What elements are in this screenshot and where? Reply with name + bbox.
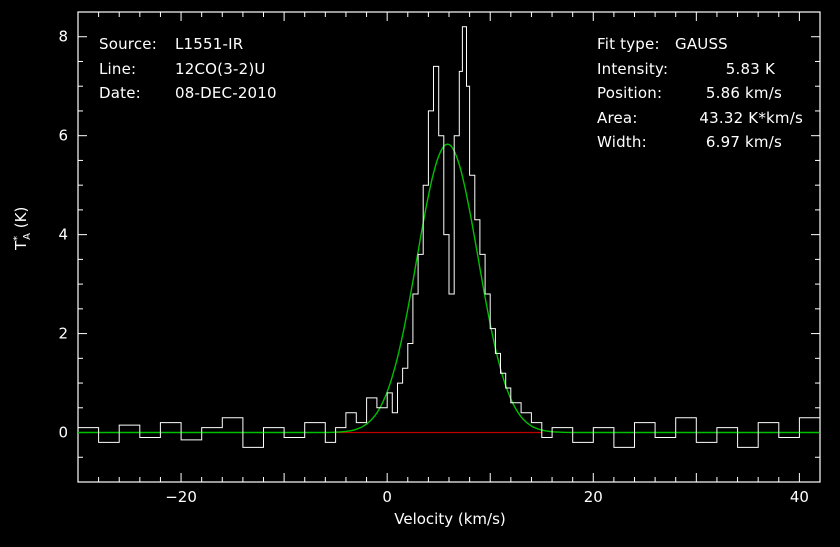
- x-axis-label: Velocity (km/s): [394, 510, 506, 528]
- intensity-label: Intensity:: [597, 59, 669, 78]
- fit-type-row: Fit type: GAUSS: [597, 32, 817, 57]
- source-value: L1551-IR: [175, 35, 244, 53]
- fit-type-label: Fit type:: [597, 35, 660, 53]
- line-value: 12CO(3-2)U: [175, 59, 266, 78]
- date-label: Date:: [99, 84, 141, 102]
- x-tick-label: 20: [584, 488, 603, 506]
- position-row: Position: 5.86 km/s: [597, 81, 817, 106]
- spectrum-line: [78, 26, 821, 448]
- y-tick-label: 4: [58, 226, 68, 244]
- x-tick-label: 0: [382, 488, 392, 506]
- width-row: Width: 6.97 km/s: [597, 130, 817, 155]
- fit-results: Fit type: GAUSS Intensity: 5.83 K Positi…: [597, 32, 817, 155]
- x-tick-label: −20: [165, 488, 197, 506]
- area-value: 43.32 K*km/s: [699, 108, 803, 127]
- area-row: Area: 43.32 K*km/s: [597, 106, 817, 131]
- date-value: 08-DEC-2010: [175, 84, 277, 102]
- y-axis-label: T*A (K): [12, 206, 33, 250]
- fit-type-value: GAUSS: [675, 35, 728, 53]
- width-value: 6.97 km/s: [705, 133, 782, 151]
- intensity-row: Intensity: 5.83 K: [597, 57, 817, 82]
- source-label: Source:: [99, 35, 157, 53]
- intensity-value: 5.83 K: [725, 59, 775, 78]
- y-tick-label: 2: [58, 325, 68, 343]
- position-value: 5.86 km/s: [705, 84, 782, 102]
- line-label: Line:: [99, 59, 137, 78]
- area-label: Area:: [597, 108, 638, 127]
- position-label: Position:: [597, 84, 663, 102]
- width-label: Width:: [597, 133, 647, 151]
- y-tick-label: 6: [58, 127, 68, 145]
- y-tick-label: 8: [58, 28, 68, 46]
- x-tick-label: 40: [790, 488, 809, 506]
- y-tick-label: 0: [58, 424, 68, 442]
